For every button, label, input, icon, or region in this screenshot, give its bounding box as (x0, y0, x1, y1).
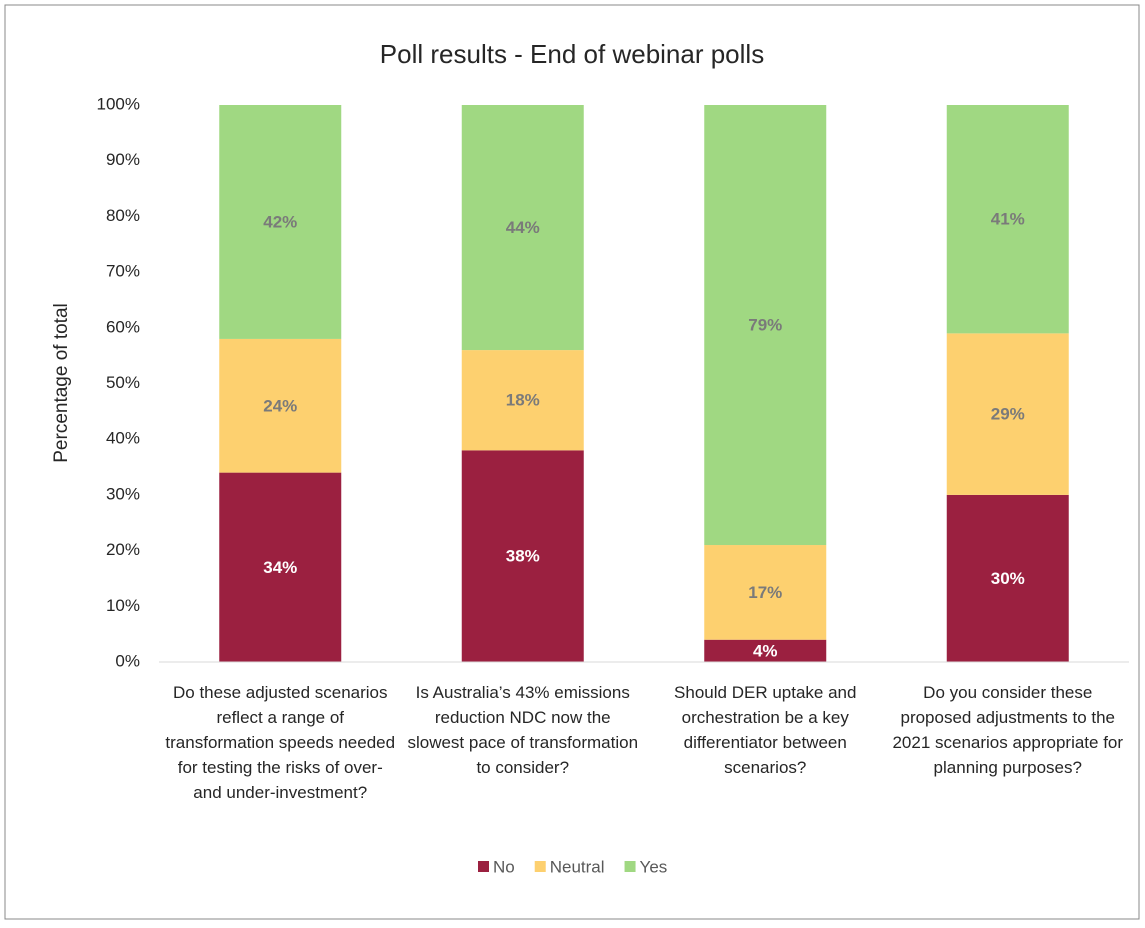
y-tick-label: 90% (106, 150, 140, 169)
data-label: 44% (506, 218, 540, 237)
bar-segment (946, 494, 1069, 662)
y-tick-label: 100% (97, 94, 140, 113)
y-tick-label: 60% (106, 317, 140, 336)
bar-segment (461, 350, 584, 451)
legend-label: Neutral (550, 857, 605, 876)
x-tick-label: Do these adjusted scenarios reflect a ra… (165, 683, 396, 802)
data-label: 4% (753, 641, 778, 660)
y-tick-label: 40% (106, 429, 140, 448)
y-tick-label: 80% (106, 206, 140, 225)
bar-segment (219, 338, 342, 473)
bar-segment (946, 105, 1069, 334)
data-label: 17% (748, 583, 782, 602)
legend-swatch (624, 861, 636, 872)
data-label: 42% (263, 212, 297, 231)
y-tick-label: 20% (106, 540, 140, 559)
y-tick-label: 70% (106, 262, 140, 281)
data-label: 38% (506, 547, 540, 566)
y-axis-label: Percentage of total (51, 303, 72, 463)
data-label: 24% (263, 396, 297, 415)
y-tick-label: 50% (106, 373, 140, 392)
y-tick-label: 0% (115, 651, 140, 670)
legend-label: Yes (640, 857, 668, 876)
y-tick-label: 30% (106, 484, 140, 503)
data-label: 79% (748, 315, 782, 334)
bar-segment (219, 472, 342, 662)
bar-segment (461, 450, 584, 662)
legend-swatch (534, 861, 546, 872)
bar-segment (461, 105, 584, 351)
bar-segment (704, 639, 827, 662)
data-label: 18% (506, 391, 540, 410)
bar-segment (704, 545, 827, 640)
x-tick-label: Do you consider these proposed adjustmen… (892, 683, 1124, 777)
x-tick-label: Is Australia’s 43% emissions reduction N… (407, 683, 639, 777)
x-tick-label: Should DER uptake and orchestration be a… (674, 683, 857, 777)
bar-segment (946, 333, 1069, 495)
bar-segment (704, 105, 827, 546)
data-label: 34% (263, 558, 297, 577)
data-label: 29% (991, 405, 1025, 424)
bar-segment (219, 105, 342, 339)
data-label: 41% (991, 210, 1025, 229)
y-tick-label: 10% (106, 596, 140, 615)
data-label: 30% (991, 569, 1025, 588)
legend-swatch (478, 861, 489, 872)
legend-label: No (493, 857, 515, 876)
chart-title: Poll results - End of webinar polls (380, 39, 764, 69)
